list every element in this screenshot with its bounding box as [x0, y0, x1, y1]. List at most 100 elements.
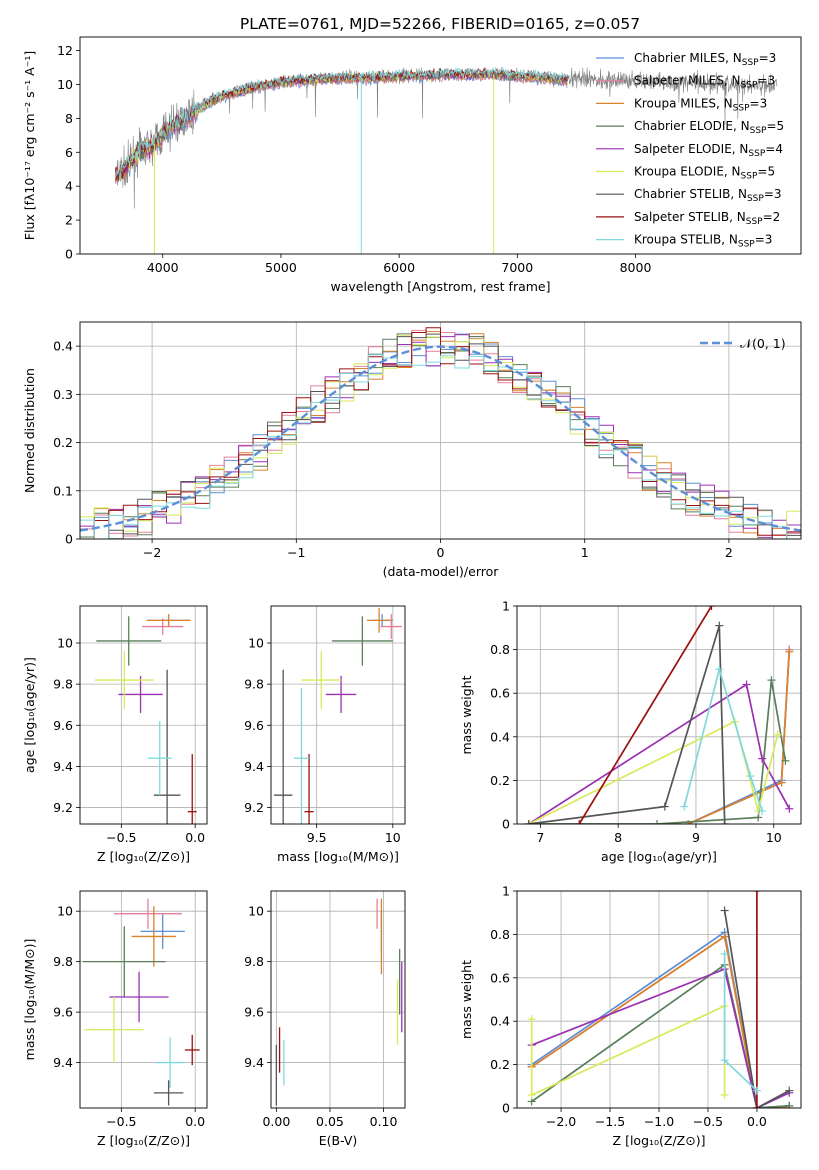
weight-line-kroupa_miles: [531, 935, 790, 1108]
normal-reference-curve: [80, 345, 801, 532]
x-tick-label: 7000: [501, 260, 533, 275]
y-tick-label: 10: [248, 904, 264, 919]
x-axis-label: age [log₁₀(age/yr)]: [601, 849, 717, 864]
x-tick-label: 0.05: [316, 1114, 344, 1129]
y-tick-label: 9.6: [244, 718, 264, 733]
y-axis-label: mass weight: [459, 960, 474, 1039]
legend-subscript: SSP: [746, 217, 763, 227]
x-tick-label: −1.5: [595, 1114, 625, 1129]
spectrum-axes: 4000 5000 6000 7000 8000 0 2 4 6 8 10 12 wavelength …: [22, 36, 802, 294]
errorbar-chabrier_elodie: [96, 616, 162, 666]
y-axis-label: Flux [fλ10⁻¹⁷ erg cm⁻² s⁻¹ A⁻¹]: [22, 51, 37, 240]
x-tick-label: 5000: [265, 260, 297, 275]
age_vs_Z-plot-area: [94, 614, 197, 824]
mass_vs_Z-plot-area: [82, 898, 200, 1106]
y-tick-label: 10: [248, 636, 264, 651]
weight-line-chabrier_stelib: [528, 625, 726, 824]
y-tick-label: 9.8: [244, 954, 264, 969]
y-tick-label: 0.3: [53, 387, 73, 402]
x-tick-label: −0.5: [106, 1114, 136, 1129]
y-tick-label: 0.4: [490, 729, 510, 744]
x-tick-label: 0.0: [185, 830, 205, 845]
legend-subscript: SSP: [750, 126, 767, 136]
figure-title: PLATE=0761, MJD=52266, FIBERID=0165, z=0…: [240, 15, 640, 33]
y-tick-label: 1: [502, 884, 510, 899]
y-tick-label: 0: [65, 532, 73, 547]
legend-subscript: SSP: [747, 194, 764, 204]
model-spectrum-kroupa_stelib: [115, 66, 567, 182]
y-tick-label: 0.6: [490, 970, 510, 985]
massweight_vs_Z-axes: −2.0 −1.5 −1.0 −0.5 0.0 0 0.2 0.4 0.6 0.8 1 Z [log₁…: [459, 884, 802, 1148]
errorbar-chabrier_stelib: [153, 1080, 184, 1106]
legend: Chabrier MILES, NSSP=3 Salpeter MILES, NS…: [596, 51, 784, 250]
age_vs_mass-plot-area: [274, 608, 402, 824]
massweight_vs_age-plot-area: [524, 606, 794, 824]
legend-tail: =3: [764, 187, 782, 201]
y-tick-label: 9.2: [244, 800, 264, 815]
y-axis-label: age [log₁₀(age/yr)]: [22, 657, 37, 773]
legend-tail: =3: [750, 96, 768, 110]
axes-frame: [79, 890, 208, 1109]
y-tick-label: 4: [65, 179, 73, 194]
weight-line-salpeter_stelib: [578, 606, 713, 824]
x-tick-label: 1: [581, 545, 589, 560]
axes-frame: [270, 605, 406, 825]
y-tick-label: 9.6: [53, 718, 73, 733]
weight-line-kroupa_elodie: [528, 720, 779, 824]
weight-line-salpeter_elodie: [531, 967, 790, 1108]
y-tick-label: 0.4: [490, 1014, 510, 1029]
errorbar-salpeter_stelib: [304, 754, 314, 824]
y-tick-label: 12: [57, 43, 73, 58]
errorbar-chabrier_stelib: [274, 669, 293, 824]
x-tick-label: 7: [536, 830, 544, 845]
legend-subscript: SSP: [742, 58, 759, 68]
y-tick-label: 9.4: [53, 759, 73, 774]
y-tick-label: 9.8: [244, 677, 264, 692]
axes-root: 4000 5000 6000 7000 8000024681012wavelength …: [22, 36, 802, 1148]
y-tick-label: 9.4: [244, 1055, 264, 1070]
legend-tail: =4: [765, 142, 783, 156]
x-tick-label: 0.00: [262, 1114, 290, 1129]
errorbar-chabrier_miles: [140, 913, 185, 950]
y-tick-label: 9.2: [53, 800, 73, 815]
x-tick-label: 9: [692, 830, 700, 845]
model-spectrum-kroupa_elodie: [115, 68, 567, 180]
y-tick-label: 9.4: [244, 759, 264, 774]
errorbar-kroupa_stelib: [155, 1037, 185, 1088]
legend-label: Kroupa MILES, NSSP=3: [634, 96, 767, 113]
y-tick-label: 0.1: [53, 483, 73, 498]
y-tick-label: 9.4: [53, 1055, 73, 1070]
errorbar-salpeter_miles: [380, 614, 402, 639]
errorbar-kroupa_elodie: [94, 651, 154, 709]
legend-subscript: SSP: [738, 240, 755, 250]
legend-tail: =2: [763, 210, 781, 224]
y-tick-label: 9.6: [244, 1005, 264, 1020]
errorbar-kroupa_miles: [131, 906, 176, 967]
spectrum-plot-area: [115, 66, 778, 254]
errorbar-salpeter_stelib: [187, 754, 197, 824]
x-axis-label: wavelength [Angstrom, rest frame]: [330, 279, 550, 294]
legend-tail: =3: [757, 74, 775, 88]
x-tick-label: 0.10: [370, 1114, 398, 1129]
residuals-axes: −2 −1 0 1 2 0 0.1 0.2 0.3 0.4 (data-model)/error No…: [22, 321, 802, 579]
x-tick-label: −1.0: [644, 1114, 674, 1129]
errorbar-kroupa_elodie: [301, 651, 342, 709]
mass_vs_ebv-plot-area: [275, 898, 403, 1106]
y-tick-label: 6: [65, 145, 73, 160]
errorbar-kroupa_elodie: [84, 996, 144, 1063]
x-tick-label: −0.5: [693, 1114, 723, 1129]
mass_vs_ebv-axes: 0.00 0.05 0.10 9.4 9.6 9.8 10 E(B-V): [244, 890, 406, 1148]
y-tick-label: 0.2: [490, 1057, 510, 1072]
legend-subscript: SSP: [741, 172, 758, 182]
y-tick-label: 9.8: [53, 954, 73, 969]
age_vs_mass-axes: 9.5 10 9.2 9.4 9.6 9.8 10 mass [log₁₀(M/M⊙)]: [244, 605, 406, 864]
x-tick-label: 9.5: [307, 830, 327, 845]
legend-label: 𝒩(0, 1): [740, 336, 786, 351]
x-tick-label: −2: [143, 545, 161, 560]
x-tick-label: 8: [614, 830, 622, 845]
legend-subscript: SSP: [733, 103, 750, 113]
y-tick-label: 10: [57, 636, 73, 651]
y-tick-label: 1: [502, 599, 510, 614]
axes-frame: [516, 605, 802, 825]
x-tick-label: 2: [725, 545, 733, 560]
